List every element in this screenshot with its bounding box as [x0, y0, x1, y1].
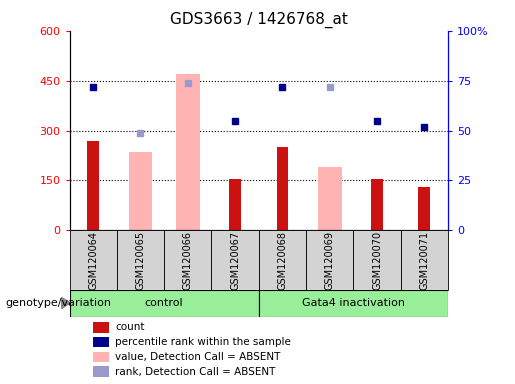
Bar [93, 322, 109, 333]
Text: GSM120067: GSM120067 [230, 231, 240, 290]
Bar [93, 337, 109, 348]
Bar [93, 352, 109, 362]
Bar [164, 230, 212, 290]
Polygon shape [61, 297, 70, 309]
Text: percentile rank within the sample: percentile rank within the sample [115, 337, 291, 347]
Text: value, Detection Call = ABSENT: value, Detection Call = ABSENT [115, 352, 281, 362]
Text: control: control [145, 298, 183, 308]
Bar [306, 230, 353, 290]
Text: genotype/variation: genotype/variation [5, 298, 111, 308]
Bar [87, 141, 99, 230]
Bar [117, 230, 164, 290]
Bar [259, 230, 306, 290]
Bar [70, 230, 117, 290]
Text: GSM120070: GSM120070 [372, 231, 382, 290]
Text: GSM120071: GSM120071 [419, 231, 430, 290]
Bar [212, 230, 259, 290]
Text: GSM120064: GSM120064 [88, 231, 98, 290]
Bar [229, 179, 241, 230]
Text: Gata4 inactivation: Gata4 inactivation [302, 298, 405, 308]
Bar [353, 230, 401, 290]
Text: count: count [115, 322, 145, 332]
Bar [259, 290, 448, 317]
Bar [93, 366, 109, 377]
Text: GSM120065: GSM120065 [135, 231, 146, 290]
Bar [419, 187, 431, 230]
Text: GSM120069: GSM120069 [325, 231, 335, 290]
Bar [176, 74, 200, 230]
Bar [277, 147, 288, 230]
Bar [371, 179, 383, 230]
Bar [318, 167, 341, 230]
Bar [129, 152, 152, 230]
Text: rank, Detection Call = ABSENT: rank, Detection Call = ABSENT [115, 367, 276, 377]
Title: GDS3663 / 1426768_at: GDS3663 / 1426768_at [170, 12, 348, 28]
Bar [401, 230, 448, 290]
Text: GSM120066: GSM120066 [183, 231, 193, 290]
Text: GSM120068: GSM120068 [278, 231, 287, 290]
Bar [70, 290, 259, 317]
